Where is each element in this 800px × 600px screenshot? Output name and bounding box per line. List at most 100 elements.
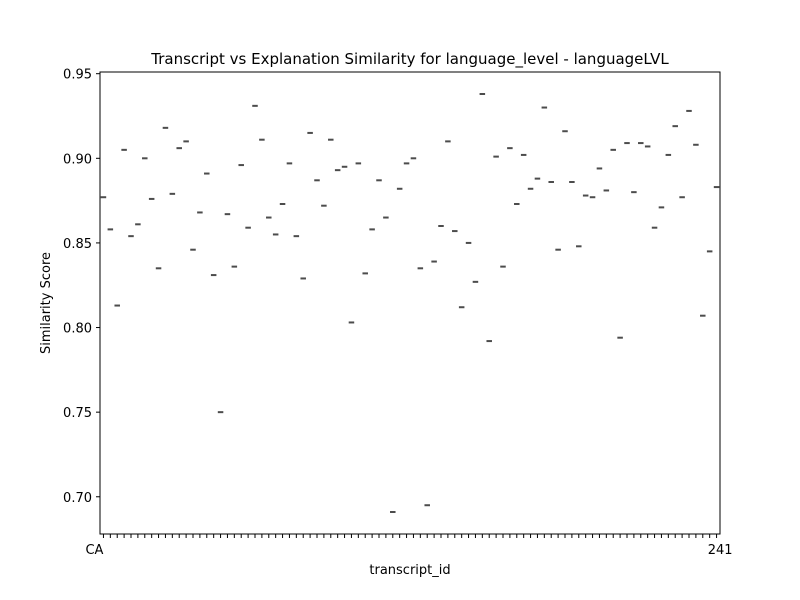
box-mark <box>700 314 706 317</box>
box-mark <box>438 225 444 227</box>
box-mark <box>631 191 637 194</box>
box-mark <box>224 213 231 216</box>
box-mark <box>479 93 486 95</box>
box-mark <box>493 155 499 158</box>
box-mark <box>286 162 293 165</box>
box-group <box>100 93 720 513</box>
box-mark <box>314 179 320 182</box>
box-mark <box>148 197 155 200</box>
box-mark <box>176 147 182 150</box>
box-mark <box>231 265 238 268</box>
box-mark <box>617 336 623 339</box>
box-mark <box>121 148 127 151</box>
box-mark <box>341 165 348 168</box>
box-mark <box>665 153 672 156</box>
box-mark <box>576 245 582 248</box>
box-mark <box>252 104 258 107</box>
y-axis-title: Similarity Score <box>39 252 54 354</box>
box-mark <box>431 260 437 263</box>
box-mark <box>279 203 286 205</box>
x-axis-title: transcript_id <box>369 563 450 578</box>
box-mark <box>217 411 224 414</box>
box-mark <box>334 169 341 172</box>
box-mark <box>376 179 382 182</box>
box-mark <box>204 172 210 175</box>
box-mark <box>245 226 251 229</box>
box-mark <box>672 125 678 128</box>
box-mark <box>183 140 189 143</box>
box-mark <box>293 235 300 238</box>
box-mark <box>582 194 589 197</box>
box-mark <box>686 109 692 112</box>
box-mark <box>135 223 141 226</box>
box-mark <box>238 164 244 167</box>
box-mark <box>589 196 596 199</box>
box-mark <box>417 267 424 270</box>
box-mark <box>162 126 169 129</box>
box-mark <box>155 267 162 270</box>
box-mark <box>142 157 148 160</box>
box-mark <box>452 230 458 233</box>
box-mark <box>458 306 465 309</box>
box-mark <box>328 138 334 141</box>
box-mark <box>651 226 658 229</box>
box-mark <box>321 204 327 207</box>
box-mark <box>197 211 203 214</box>
box-mark <box>658 206 665 209</box>
box-mark <box>445 140 451 143</box>
box-mark <box>272 233 279 236</box>
box-mark <box>486 340 492 343</box>
box-mark <box>403 162 410 165</box>
box-mark <box>624 142 630 145</box>
box-mark <box>548 181 554 183</box>
plot-frame <box>99 71 721 535</box>
box-mark <box>562 130 568 133</box>
box-mark <box>424 504 430 507</box>
y-tick-label: 0.90 <box>63 152 92 167</box>
y-axis: 0.70 0.75 0.80 0.85 0.90 0.95 <box>63 68 100 506</box>
box-mark <box>169 192 176 195</box>
box-mark <box>348 321 355 324</box>
box-mark <box>259 138 265 141</box>
box-mark <box>514 203 520 205</box>
box-mark <box>638 142 644 145</box>
y-tick-label: 0.80 <box>63 322 92 337</box>
box-mark <box>555 248 561 251</box>
box-mark <box>507 147 513 150</box>
box-mark <box>500 265 506 268</box>
x-tick-label-last: 241 <box>708 543 733 558</box>
box-mark <box>410 157 417 160</box>
box-mark <box>693 143 699 146</box>
box-mark <box>210 274 217 277</box>
box-mark <box>362 272 368 275</box>
box-mark <box>390 511 396 513</box>
y-tick-label: 0.75 <box>63 406 92 421</box>
box-mark <box>266 216 272 219</box>
y-tick-label: 0.85 <box>63 237 92 252</box>
box-mark <box>465 241 472 244</box>
box-mark <box>603 189 610 192</box>
box-mark <box>300 277 306 280</box>
box-mark <box>355 162 362 165</box>
box-mark <box>107 228 114 231</box>
box-mark <box>190 248 196 251</box>
box-mark <box>472 280 479 283</box>
box-mark <box>383 216 389 219</box>
box-mark <box>100 196 107 199</box>
box-mark <box>307 131 313 134</box>
box-mark <box>706 250 713 253</box>
box-mark <box>679 196 685 199</box>
x-tick-label-first: CA <box>85 543 103 558</box>
box-mark <box>369 228 375 231</box>
box-mark <box>520 153 527 156</box>
chart-title: Transcript vs Explanation Similarity for… <box>150 50 669 69</box>
box-mark <box>596 167 603 170</box>
box-mark <box>534 177 541 180</box>
box-mark <box>396 187 403 190</box>
box-mark <box>541 106 548 109</box>
y-tick-label: 0.95 <box>63 68 92 83</box>
box-mark <box>569 181 575 183</box>
box-mark <box>713 186 720 189</box>
